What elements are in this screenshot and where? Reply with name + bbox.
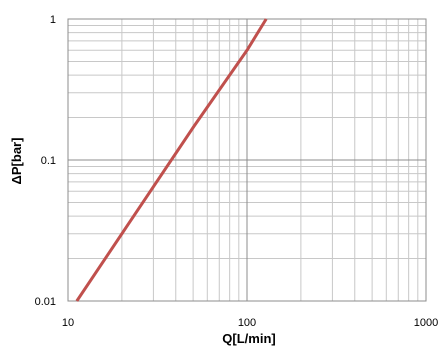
x-tick-labels: 10 100 1000 <box>62 317 438 329</box>
plot-frame <box>67 18 427 302</box>
y-tick-label: 0.01 <box>35 296 56 308</box>
series-layer <box>75 18 268 302</box>
y-axis-title: ΔP[bar] <box>9 138 24 185</box>
y-tick-label: 1 <box>50 14 56 26</box>
x-tick-label: 10 <box>62 317 74 329</box>
x-tick-label: 100 <box>238 317 256 329</box>
y-tick-labels: 0.01 0.1 1 <box>35 14 56 308</box>
x-axis-title: Q[L/min] <box>222 331 275 346</box>
y-tick-label: 0.1 <box>41 155 56 167</box>
x-tick-label: 1000 <box>414 317 438 329</box>
series-line <box>75 18 268 302</box>
